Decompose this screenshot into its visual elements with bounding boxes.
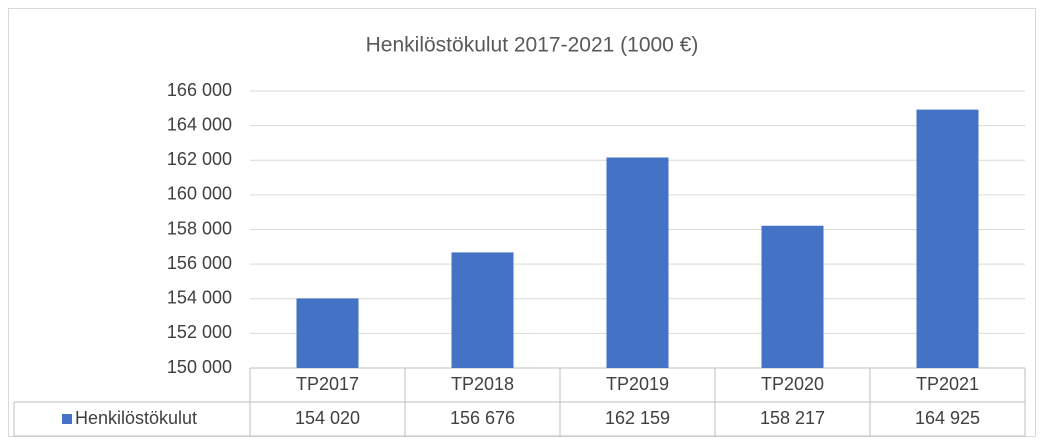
y-tick-label: 156 000 — [167, 253, 232, 273]
table-value: 154 020 — [295, 408, 360, 428]
x-tick-label: TP2021 — [916, 374, 979, 394]
x-tick-label: TP2020 — [761, 374, 824, 394]
x-tick-label: TP2017 — [296, 374, 359, 394]
table-value: 162 159 — [605, 408, 670, 428]
y-tick-label: 162 000 — [167, 149, 232, 169]
bar — [296, 298, 359, 368]
bar — [916, 109, 979, 369]
y-tick-label: 166 000 — [167, 80, 232, 100]
chart-title: Henkilöstökulut 2017-2021 (1000 €) — [366, 34, 699, 57]
legend-label: Henkilöstökulut — [75, 408, 197, 428]
x-tick-label: TP2018 — [451, 374, 514, 394]
y-tick-label: 150 000 — [167, 357, 232, 377]
bar — [606, 157, 669, 368]
y-tick-label: 154 000 — [167, 288, 232, 308]
bar — [451, 252, 514, 368]
table-value: 158 217 — [760, 408, 825, 428]
table-value: 156 676 — [450, 408, 515, 428]
y-tick-label: 152 000 — [167, 322, 232, 342]
y-tick-label: 158 000 — [167, 218, 232, 238]
table-value: 164 925 — [915, 408, 980, 428]
x-tick-label: TP2019 — [606, 374, 669, 394]
y-tick-label: 164 000 — [167, 114, 232, 134]
chart-border — [8, 8, 1036, 437]
legend-swatch — [62, 414, 72, 424]
y-tick-label: 160 000 — [167, 184, 232, 204]
bar — [761, 225, 824, 368]
